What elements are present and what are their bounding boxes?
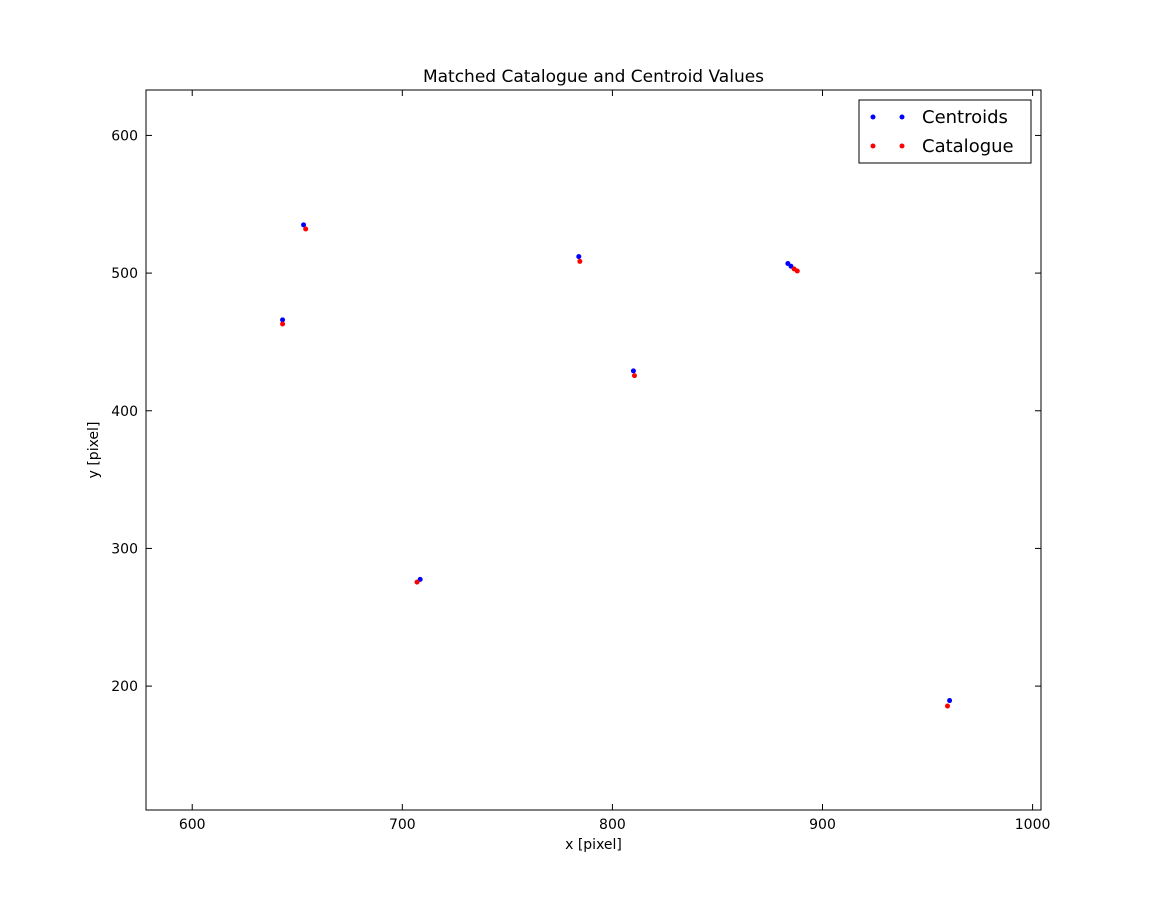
- x-axis-label: x [pixel]: [565, 837, 622, 853]
- y-tick-label: 600: [111, 128, 138, 144]
- point-centroids: [947, 698, 953, 704]
- point-centroids: [301, 222, 307, 228]
- legend-marker-centroids: [899, 114, 905, 120]
- point-centroids: [280, 317, 286, 323]
- x-tick-label: 900: [809, 817, 836, 833]
- point-catalogue: [303, 226, 309, 232]
- axis-ticks: 600 700 800 900 1000 200 300 400 500 600: [111, 90, 1050, 833]
- legend: Centroids Catalogue: [858, 99, 1032, 164]
- x-tick-label: 700: [389, 817, 416, 833]
- data-marks: [280, 222, 953, 709]
- point-catalogue: [414, 579, 420, 585]
- point-catalogue: [577, 258, 583, 264]
- legend-marker-catalogue: [899, 143, 905, 149]
- x-tick-label: 800: [599, 817, 626, 833]
- plot-frame: [145, 89, 1042, 811]
- point-catalogue: [794, 268, 800, 274]
- x-tick-label: 1000: [1015, 817, 1051, 833]
- plot-area: [146, 90, 1041, 810]
- point-catalogue: [945, 703, 951, 709]
- y-tick-label: 400: [111, 404, 138, 420]
- y-tick-label: 500: [111, 266, 138, 282]
- legend-label-catalogue: Catalogue: [922, 136, 1014, 157]
- point-centroids: [576, 254, 582, 260]
- legend-label-centroids: Centroids: [922, 107, 1008, 128]
- y-axis-label: y [pixel]: [86, 422, 102, 479]
- point-centroids: [630, 368, 636, 374]
- point-catalogue: [280, 321, 286, 327]
- legend-marker-catalogue: [870, 143, 876, 149]
- x-tick-label: 600: [179, 817, 206, 833]
- point-catalogue: [631, 373, 637, 379]
- legend-marker-centroids: [870, 114, 876, 120]
- legend-box: [858, 99, 1032, 164]
- y-tick-label: 200: [111, 679, 138, 695]
- chart-title: Matched Catalogue and Centroid Values: [423, 67, 764, 87]
- y-tick-label: 300: [111, 541, 138, 557]
